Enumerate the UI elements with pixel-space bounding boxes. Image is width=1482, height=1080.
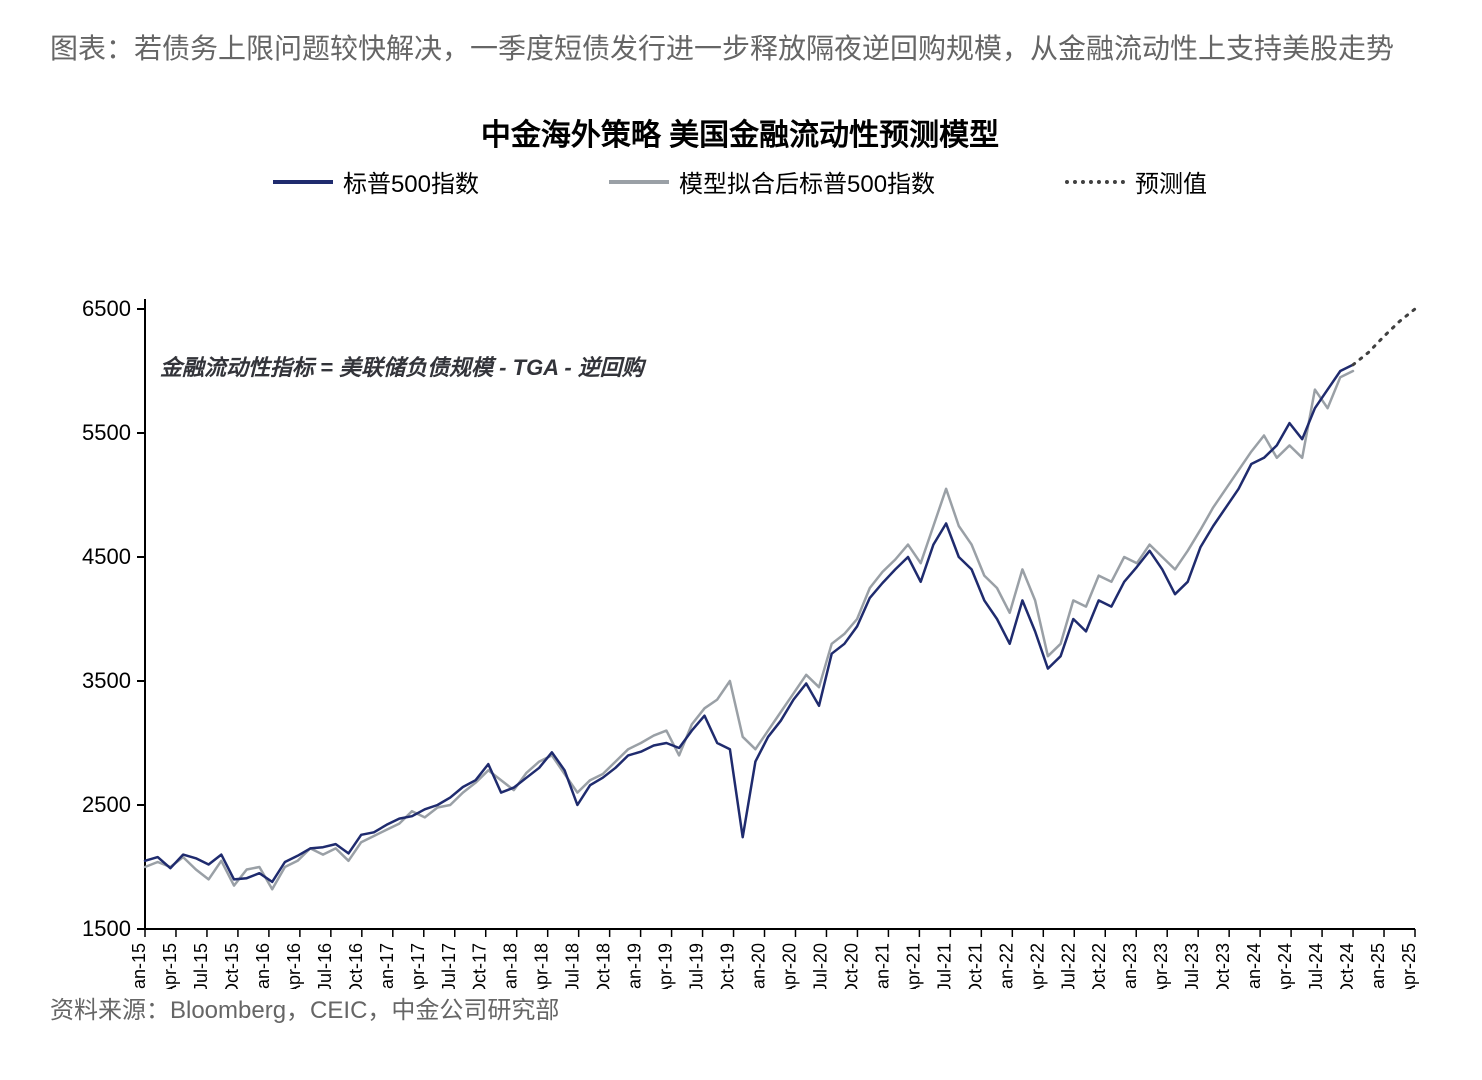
svg-text:Oct-16: Oct-16 [346,943,366,989]
svg-text:Oct-20: Oct-20 [841,943,861,989]
svg-text:Apr-24: Apr-24 [1275,943,1295,989]
svg-text:Jan-18: Jan-18 [501,943,521,989]
legend-label: 模型拟合后标普500指数 [679,164,935,199]
svg-text:Jul-17: Jul-17 [439,943,459,989]
svg-text:Apr-25: Apr-25 [1399,943,1419,989]
svg-text:Jul-21: Jul-21 [934,943,954,989]
svg-text:2500: 2500 [82,792,131,817]
chart-annotation: 金融流动性指标 = 美联储负债规模 - TGA - 逆回购 [160,350,644,382]
svg-text:Apr-22: Apr-22 [1027,943,1047,989]
svg-text:Apr-17: Apr-17 [408,943,428,989]
svg-text:6500: 6500 [82,296,131,321]
svg-text:Apr-21: Apr-21 [903,943,923,989]
svg-text:Oct-17: Oct-17 [470,943,490,989]
svg-text:5500: 5500 [82,420,131,445]
figure-caption: 图表：若债务上限问题较快解决，一季度短债发行进一步释放隔夜逆回购规模，从金融流动… [50,28,1432,70]
svg-text:Jul-24: Jul-24 [1306,943,1326,989]
svg-text:3500: 3500 [82,668,131,693]
legend-swatch [273,180,333,184]
svg-text:Jan-16: Jan-16 [253,943,273,989]
svg-text:Apr-20: Apr-20 [779,943,799,989]
svg-text:Jan-24: Jan-24 [1244,943,1264,989]
svg-text:Apr-19: Apr-19 [656,943,676,989]
svg-text:Oct-18: Oct-18 [594,943,614,989]
svg-text:Oct-15: Oct-15 [222,943,242,989]
svg-text:1500: 1500 [82,916,131,941]
svg-text:Jul-16: Jul-16 [315,943,335,989]
svg-text:Apr-23: Apr-23 [1151,943,1171,989]
svg-text:Jan-22: Jan-22 [996,943,1016,989]
svg-text:Jul-22: Jul-22 [1058,943,1078,989]
legend-item-sp500: 标普500指数 [273,164,479,199]
svg-text:Jul-20: Jul-20 [810,943,830,989]
legend-swatch [609,180,669,184]
svg-text:Jul-23: Jul-23 [1182,943,1202,989]
svg-text:Jan-17: Jan-17 [377,943,397,989]
chart-title: 中金海外策略 美国金融流动性预测模型 [50,90,1430,154]
chart-container: 中金海外策略 美国金融流动性预测模型 标普500指数 模型拟合后标普500指数 … [50,90,1430,970]
svg-text:Jan-25: Jan-25 [1368,943,1388,989]
svg-text:Jan-15: Jan-15 [129,943,149,989]
svg-text:Oct-23: Oct-23 [1213,943,1233,989]
svg-text:Jan-23: Jan-23 [1120,943,1140,989]
svg-text:Apr-15: Apr-15 [160,943,180,989]
figure-source: 资料来源：Bloomberg，CEIC，中金公司研究部 [50,990,1432,1025]
svg-text:Jul-15: Jul-15 [191,943,211,989]
svg-text:Jan-21: Jan-21 [872,943,892,989]
svg-text:Jul-19: Jul-19 [687,943,707,989]
legend-label: 预测值 [1135,164,1207,199]
legend-item-forecast: 预测值 [1065,164,1207,199]
chart-legend: 标普500指数 模型拟合后标普500指数 预测值 [50,164,1430,199]
legend-swatch [1065,180,1125,184]
svg-text:Oct-21: Oct-21 [965,943,985,989]
svg-text:Oct-22: Oct-22 [1089,943,1109,989]
legend-label: 标普500指数 [343,164,479,199]
svg-text:Jul-18: Jul-18 [563,943,583,989]
chart-plot: 1500 2500 3500 4500 5500 6500 Jan-15 Apr-15 Jul-… [50,199,1430,989]
svg-text:Apr-16: Apr-16 [284,943,304,989]
svg-text:Jan-20: Jan-20 [749,943,769,989]
svg-text:Apr-18: Apr-18 [532,943,552,989]
svg-text:Oct-24: Oct-24 [1337,943,1357,989]
legend-item-model: 模型拟合后标普500指数 [609,164,935,199]
svg-text:4500: 4500 [82,544,131,569]
svg-text:Oct-19: Oct-19 [718,943,738,989]
svg-text:Jan-19: Jan-19 [625,943,645,989]
